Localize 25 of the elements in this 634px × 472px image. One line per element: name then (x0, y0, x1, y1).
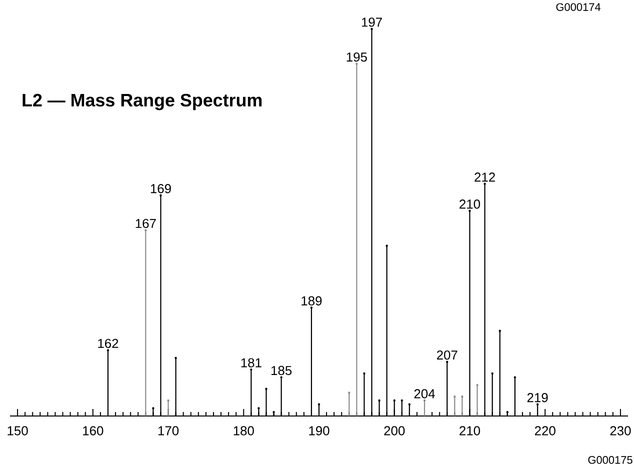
x-tick-label: 160 (83, 426, 104, 436)
text: L2 — Mass Range Spectrum (22, 94, 262, 110)
annotation: 197 (362, 18, 382, 27)
x-tick-label: 220 (534, 426, 556, 436)
x-tick-label: 200 (384, 426, 405, 436)
x-tick-label: 190 (309, 426, 330, 436)
annotation: 212 (474, 172, 495, 182)
annotation: 219 (527, 393, 548, 402)
annotation: 195 (346, 52, 367, 62)
text: G000175 (588, 456, 632, 464)
annotation: 169 (150, 184, 171, 194)
text: G000174 (556, 3, 600, 11)
annotation: 204 (414, 389, 435, 398)
annotation: 189 (302, 296, 322, 306)
x-tick-label: 150 (8, 426, 28, 436)
annotation: 210 (460, 200, 480, 209)
annotation: 181 (241, 358, 262, 368)
annotation: 207 (436, 350, 458, 360)
annotation: 162 (98, 338, 118, 348)
x-tick-label: 210 (460, 426, 480, 436)
x-tick-label: 180 (234, 426, 254, 436)
annotation: 185 (271, 366, 292, 376)
x-tick-label: 170 (158, 426, 179, 436)
annotation: 167 (136, 218, 156, 228)
x-tick-label: 230 (610, 426, 631, 436)
